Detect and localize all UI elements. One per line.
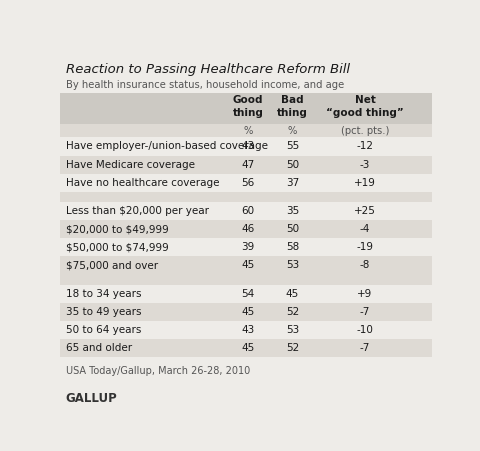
Text: 52: 52 — [286, 343, 299, 353]
Text: -19: -19 — [357, 242, 373, 252]
Bar — [60, 220, 432, 238]
Text: 52: 52 — [286, 307, 299, 317]
Text: 55: 55 — [286, 142, 299, 152]
Text: 46: 46 — [241, 224, 254, 234]
Text: Have no healthcare coverage: Have no healthcare coverage — [66, 178, 219, 188]
Text: Good
thing: Good thing — [232, 95, 264, 118]
Bar — [60, 156, 432, 174]
Text: +19: +19 — [354, 178, 376, 188]
Text: 43: 43 — [241, 142, 254, 152]
Text: %: % — [243, 125, 252, 135]
Text: -7: -7 — [360, 307, 370, 317]
Bar — [60, 93, 432, 124]
Text: 56: 56 — [241, 178, 254, 188]
Text: 37: 37 — [286, 178, 299, 188]
Text: -4: -4 — [360, 224, 370, 234]
Text: \$75,000 and over: \$75,000 and over — [66, 260, 158, 270]
Text: 50: 50 — [286, 160, 299, 170]
Text: 45: 45 — [286, 289, 299, 299]
Bar — [60, 285, 432, 303]
Text: Bad
thing: Bad thing — [277, 95, 308, 118]
Text: 18 to 34 years: 18 to 34 years — [66, 289, 141, 299]
Text: Have Medicare coverage: Have Medicare coverage — [66, 160, 194, 170]
Bar — [60, 138, 432, 156]
Text: (pct. pts.): (pct. pts.) — [341, 125, 389, 135]
Text: 53: 53 — [286, 260, 299, 270]
Text: %: % — [288, 125, 297, 135]
Text: \$50,000 to \$74,999: \$50,000 to \$74,999 — [66, 242, 168, 252]
Text: By health insurance status, household income, and age: By health insurance status, household in… — [66, 80, 344, 90]
Text: GALLUP: GALLUP — [66, 391, 117, 405]
Text: 53: 53 — [286, 325, 299, 335]
Bar — [60, 202, 432, 220]
Text: 50: 50 — [286, 224, 299, 234]
Text: 58: 58 — [286, 242, 299, 252]
Text: -12: -12 — [357, 142, 373, 152]
Bar — [60, 321, 432, 339]
Bar — [60, 303, 432, 321]
Bar — [60, 339, 432, 357]
Text: 43: 43 — [241, 325, 254, 335]
Text: 35 to 49 years: 35 to 49 years — [66, 307, 141, 317]
Text: -8: -8 — [360, 260, 370, 270]
Text: 50 to 64 years: 50 to 64 years — [66, 325, 141, 335]
Text: 47: 47 — [241, 160, 254, 170]
Bar — [60, 274, 432, 285]
Text: +9: +9 — [358, 289, 372, 299]
Text: 45: 45 — [241, 307, 254, 317]
Bar — [60, 238, 432, 256]
Text: -7: -7 — [360, 343, 370, 353]
Text: 60: 60 — [241, 206, 254, 216]
Text: -10: -10 — [357, 325, 373, 335]
Text: \$20,000 to \$49,999: \$20,000 to \$49,999 — [66, 224, 168, 234]
Bar — [60, 256, 432, 274]
Text: 39: 39 — [241, 242, 254, 252]
Text: 45: 45 — [241, 260, 254, 270]
Text: 54: 54 — [241, 289, 254, 299]
Text: Less than \$20,000 per year: Less than \$20,000 per year — [66, 206, 209, 216]
Text: +25: +25 — [354, 206, 376, 216]
Bar — [60, 124, 432, 138]
Text: 65 and older: 65 and older — [66, 343, 132, 353]
Text: 35: 35 — [286, 206, 299, 216]
Text: USA Today/Gallup, March 26-28, 2010: USA Today/Gallup, March 26-28, 2010 — [66, 366, 250, 376]
Text: Have employer-/union-based coverage: Have employer-/union-based coverage — [66, 142, 267, 152]
Text: -3: -3 — [360, 160, 370, 170]
Text: Reaction to Passing Healthcare Reform Bill: Reaction to Passing Healthcare Reform Bi… — [66, 63, 349, 76]
Bar — [60, 174, 432, 192]
Bar — [60, 192, 432, 202]
Text: 45: 45 — [241, 343, 254, 353]
Text: Net
“good thing”: Net “good thing” — [326, 95, 404, 118]
